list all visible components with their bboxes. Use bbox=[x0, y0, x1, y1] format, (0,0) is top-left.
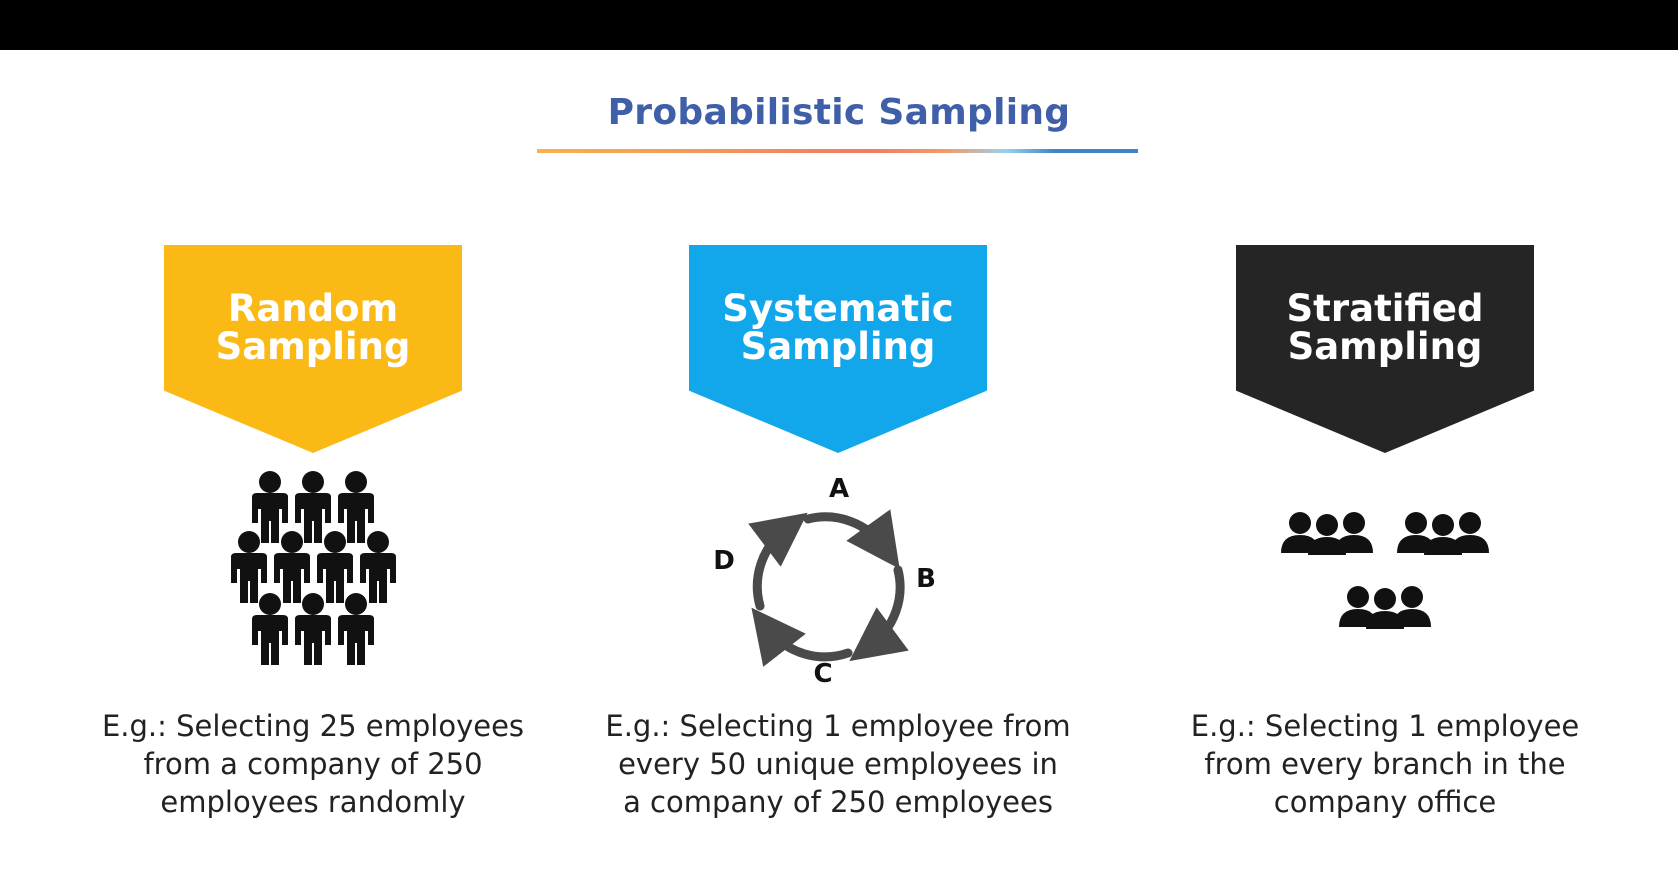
banner-stratified-line1: Stratified bbox=[1286, 287, 1484, 330]
cycle-label-a: A bbox=[829, 474, 849, 504]
example-systematic-line1: E.g.: Selecting 1 employee from bbox=[605, 709, 1071, 743]
method-stratified: Stratified Sampling bbox=[1105, 245, 1665, 821]
banner-stratified-line2: Sampling bbox=[1287, 325, 1483, 368]
group-2 bbox=[1397, 512, 1489, 555]
example-random-line2: from a company of 250 bbox=[143, 747, 483, 781]
example-systematic: E.g.: Selecting 1 employee from every 50… bbox=[558, 707, 1118, 821]
banner-random: Random Sampling bbox=[164, 245, 462, 453]
example-systematic-line3: a company of 250 employees bbox=[623, 785, 1053, 819]
example-random-line1: E.g.: Selecting 25 employees bbox=[101, 709, 525, 743]
group-3 bbox=[1339, 586, 1431, 629]
slide-title: Probabilistic Sampling bbox=[607, 92, 1071, 133]
title-underline bbox=[537, 149, 1138, 153]
example-random-line3: employees randomly bbox=[160, 785, 466, 819]
example-systematic-line2: every 50 unique employees in bbox=[618, 747, 1058, 781]
example-stratified-line2: from every branch in the bbox=[1204, 747, 1566, 781]
crowd-row-2 bbox=[231, 531, 396, 603]
example-random: E.g.: Selecting 25 employees from a comp… bbox=[33, 707, 593, 821]
banner-systematic-line2: Sampling bbox=[740, 325, 936, 368]
banner-systematic-line1: Systematic bbox=[722, 287, 954, 330]
example-stratified-line1: E.g.: Selecting 1 employee bbox=[1190, 709, 1580, 743]
crowd-row-1 bbox=[252, 471, 374, 543]
method-systematic: Systematic Sampling bbox=[558, 245, 1118, 821]
banner-random-line1: Random bbox=[227, 287, 399, 330]
banner-stratified: Stratified Sampling bbox=[1236, 245, 1534, 453]
crowd-icon bbox=[231, 471, 396, 665]
example-stratified: E.g.: Selecting 1 employee from every br… bbox=[1105, 707, 1665, 821]
cycle-arrows-icon: A B C D bbox=[713, 474, 936, 687]
example-stratified-line3: company office bbox=[1273, 785, 1497, 819]
banner-random-line2: Sampling bbox=[215, 325, 411, 368]
cycle-label-c: C bbox=[813, 659, 832, 687]
groups-icon bbox=[1275, 467, 1495, 667]
method-random: Random Sampling bbox=[33, 245, 593, 821]
cycle-label-b: B bbox=[916, 564, 936, 594]
cycle-label-d: D bbox=[713, 546, 735, 576]
slide: Probabilistic Sampling Random Sampling bbox=[0, 50, 1678, 893]
group-1 bbox=[1281, 512, 1373, 555]
crowd-row-3 bbox=[252, 593, 374, 665]
banner-systematic: Systematic Sampling bbox=[689, 245, 987, 453]
